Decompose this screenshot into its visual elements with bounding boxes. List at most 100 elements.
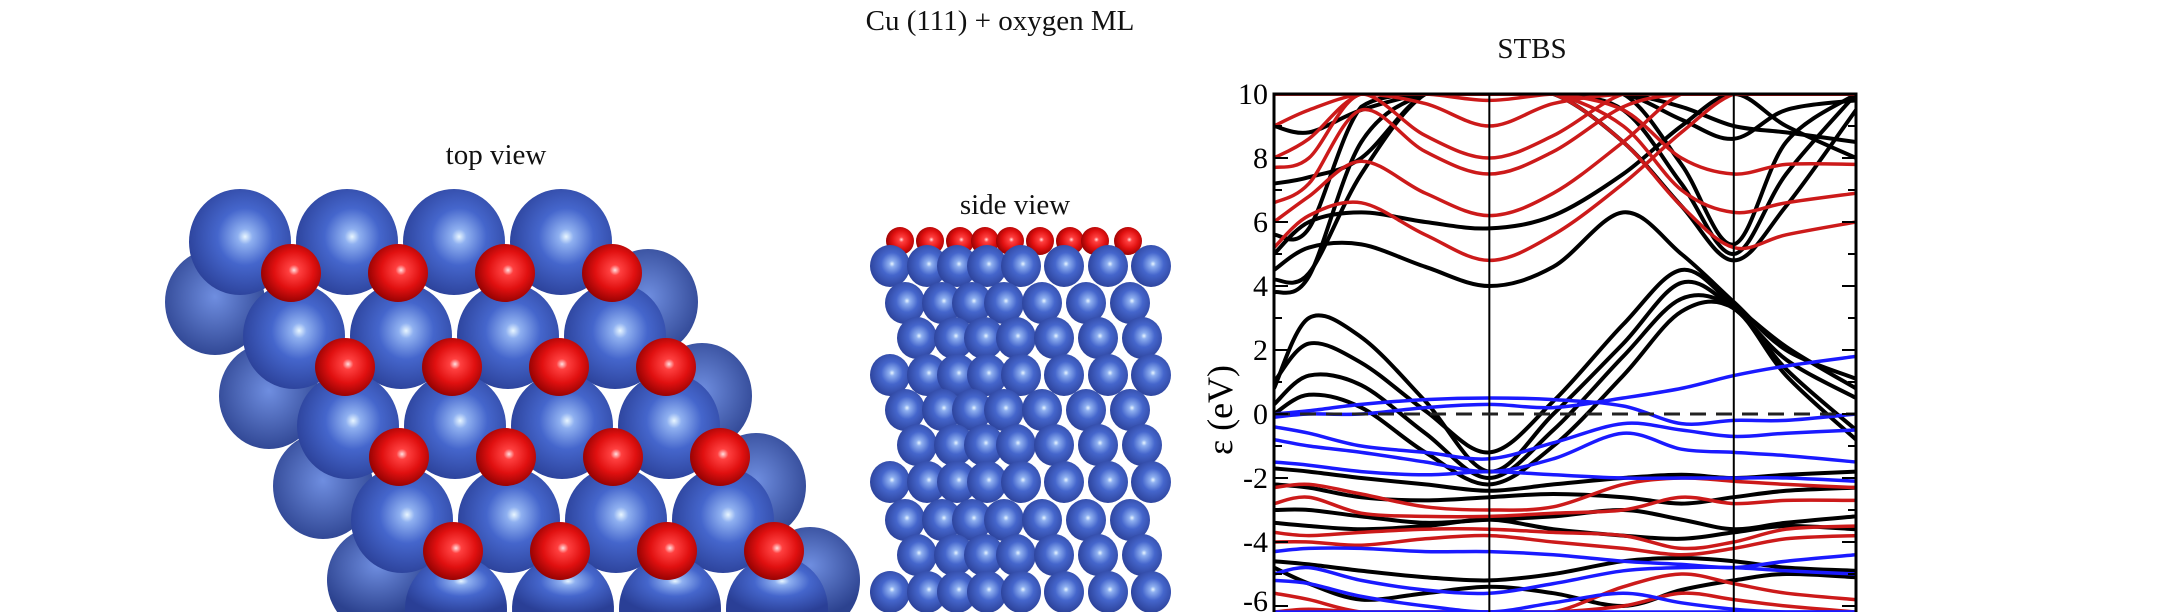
copper-atom: [934, 317, 974, 359]
copper-atom: [870, 245, 910, 287]
band-surface-4: [1274, 460, 1856, 483]
copper-atom: [1022, 282, 1062, 324]
figure-title: Cu (111) + oxygen ML: [865, 5, 1135, 37]
copper-atom: [906, 571, 947, 612]
top-view-structure: [165, 189, 860, 612]
copper-atom: [1131, 245, 1171, 287]
band-oxygen-4: [1274, 94, 1856, 160]
copper-atom: [1001, 245, 1041, 287]
band-bulk-16: [1274, 565, 1856, 609]
y-tick-label: -2: [1243, 462, 1268, 495]
copper-atom: [1088, 245, 1128, 287]
copper-atom: [952, 282, 992, 324]
oxygen-atom: [422, 338, 482, 396]
plot-frame: [1272, 92, 1858, 612]
oxygen-atom: [475, 244, 535, 302]
copper-atom: [1110, 282, 1150, 324]
copper-atom: [1088, 354, 1128, 396]
y-tick-label: 10: [1238, 78, 1268, 111]
copper-atom: [1131, 354, 1171, 396]
copper-atom: [937, 245, 977, 287]
copper-atom: [934, 424, 974, 466]
copper-atom: [964, 317, 1004, 359]
y-tick-label: 4: [1253, 270, 1268, 303]
copper-atom: [870, 461, 910, 503]
copper-atom: [1066, 389, 1106, 431]
copper-atom: [922, 499, 962, 541]
copper-atom: [937, 354, 977, 396]
copper-atom: [1034, 424, 1074, 466]
copper-atom: [1088, 461, 1128, 503]
copper-atom: [897, 424, 937, 466]
copper-atom: [1022, 499, 1062, 541]
band-surface-2: [1274, 421, 1856, 461]
y-axis-label: ε (eV): [1200, 365, 1240, 455]
copper-atom: [1001, 571, 1042, 612]
band-bulk-12: [1274, 482, 1856, 506]
oxygen-atom: [315, 338, 375, 396]
copper-atom: [885, 282, 925, 324]
copper-atom: [907, 354, 947, 396]
band-surface-6: [1274, 565, 1856, 596]
band-oxygen-11: [1274, 524, 1856, 551]
band-bulk-8: [1274, 94, 1856, 256]
copper-atom: [907, 461, 947, 503]
band-oxygen-10: [1274, 495, 1856, 519]
copper-atom: [885, 389, 925, 431]
copper-atom: [1044, 461, 1084, 503]
band-oxygen-12: [1274, 533, 1856, 557]
oxygen-atom: [744, 522, 804, 580]
y-tick-label: 2: [1253, 334, 1268, 367]
oxygen-atom: [582, 244, 642, 302]
copper-atom: [1066, 282, 1106, 324]
oxygen-atom: [1114, 227, 1142, 255]
copper-atom: [869, 571, 911, 612]
oxygen-atom: [583, 428, 643, 486]
y-tick-label: 8: [1253, 142, 1268, 175]
copper-atom: [1066, 499, 1106, 541]
copper-atom: [1044, 571, 1084, 612]
y-tick-label: 0: [1253, 398, 1268, 431]
copper-atom: [1110, 499, 1150, 541]
copper-atom: [996, 534, 1036, 576]
band-bulk-6: [1274, 94, 1856, 295]
copper-atom: [967, 461, 1007, 503]
band-bulk-5: [1274, 94, 1856, 285]
side-view-label: side view: [959, 189, 1071, 221]
copper-atom: [964, 534, 1004, 576]
copper-atom: [922, 389, 962, 431]
y-tick-label: -6: [1243, 585, 1268, 612]
band-bulk-15: [1274, 555, 1856, 583]
copper-atom: [907, 245, 947, 287]
copper-atom: [897, 534, 937, 576]
copper-atom: [1044, 245, 1084, 287]
band-surface-5: [1274, 546, 1856, 570]
copper-atom: [984, 499, 1024, 541]
copper-atom: [1001, 354, 1041, 396]
band-bulk-14: [1274, 517, 1856, 541]
copper-atom: [966, 571, 1007, 612]
copper-atom: [1122, 534, 1162, 576]
oxygen-atom: [423, 522, 483, 580]
oxygen-atom: [476, 428, 536, 486]
copper-atom: [885, 499, 925, 541]
band-bulk-4: [1274, 299, 1856, 487]
band-surface-1: [1274, 354, 1856, 419]
copper-atom: [1022, 389, 1062, 431]
band-oxygen-2: [1274, 94, 1856, 205]
copper-atom: [1001, 461, 1041, 503]
copper-atom: [1034, 317, 1074, 359]
chart-title: STBS: [1497, 33, 1567, 65]
band-oxygen-1: [1274, 94, 1856, 224]
band-surface-3: [1274, 431, 1856, 474]
oxygen-atom: [369, 428, 429, 486]
oxygen-atom: [637, 522, 697, 580]
copper-atom: [996, 317, 1036, 359]
oxygen-atom: [530, 522, 590, 580]
band-surface-0: [1274, 396, 1856, 426]
copper-atom: [922, 282, 962, 324]
copper-atom: [897, 317, 937, 359]
copper-atom: [1078, 424, 1118, 466]
band-bulk-1: [1274, 267, 1856, 455]
top-view-label: top view: [445, 139, 547, 171]
